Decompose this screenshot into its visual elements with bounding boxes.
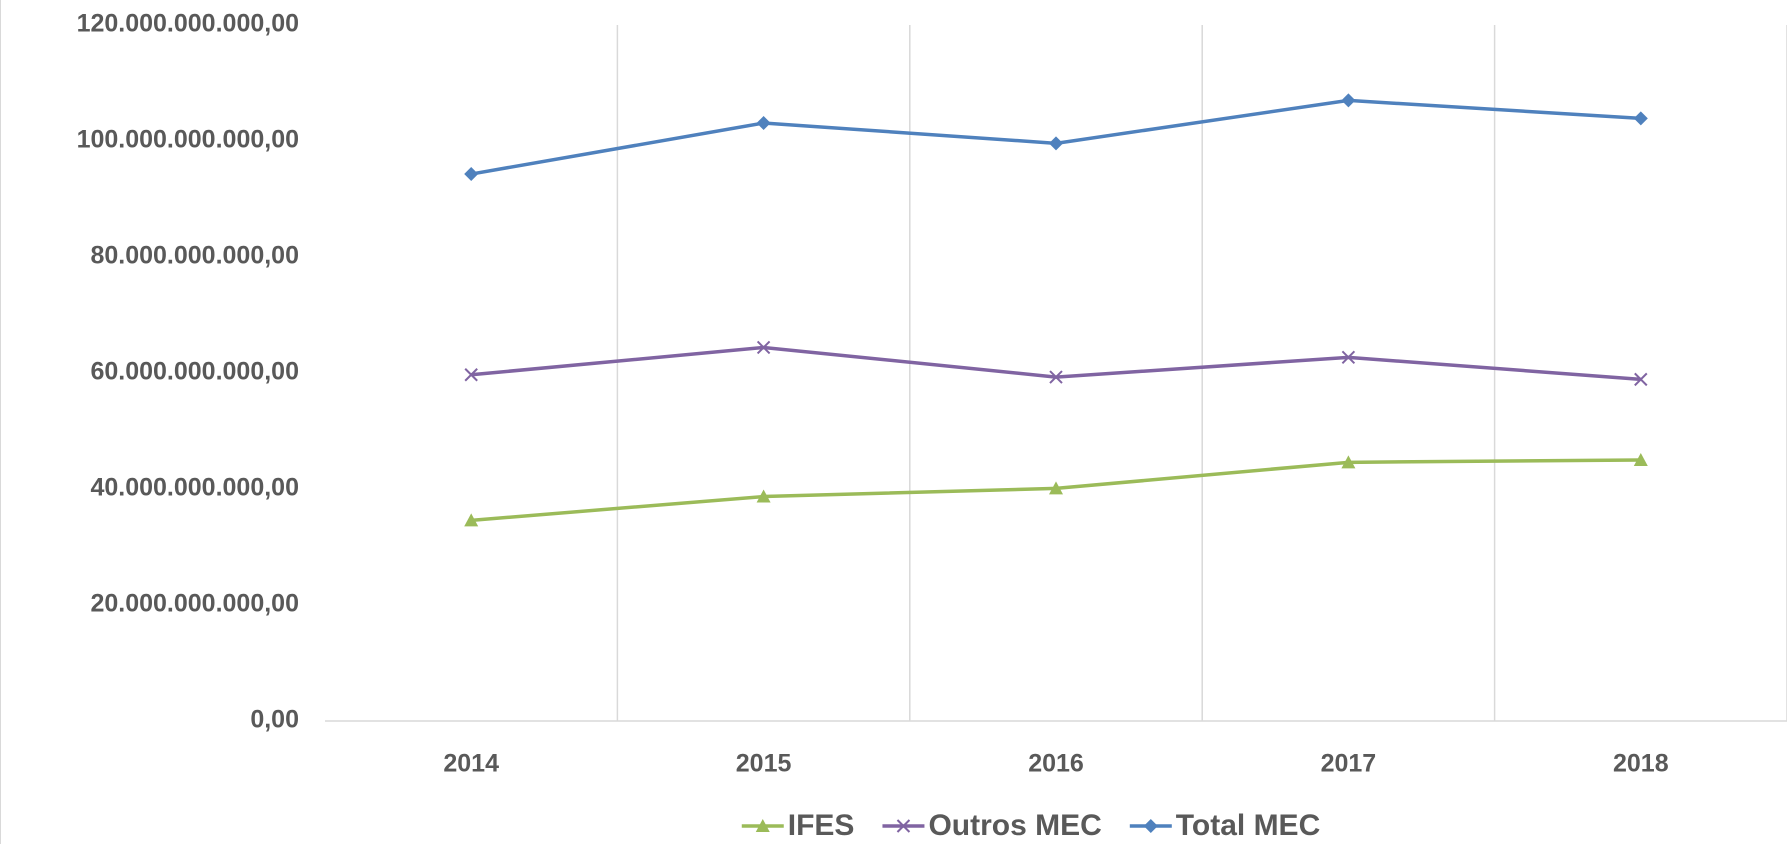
x-tick-label: 2018 (1613, 750, 1669, 778)
y-tick-label: 60.000.000.000,00 (90, 358, 299, 386)
marker (1633, 453, 1648, 466)
legend: IFES Outros MEC Total MEC (741, 809, 1320, 842)
x-tick-label: 2017 (1321, 750, 1377, 778)
marker (1633, 111, 1648, 126)
marker (464, 513, 479, 527)
marker (756, 116, 771, 131)
y-tick-label: 100.000.000.000,00 (77, 126, 299, 154)
y-tick-label: 20.000.000.000,00 (90, 590, 299, 618)
legend-label: Total MEC (1176, 809, 1320, 842)
x-tick-label: 2014 (443, 750, 499, 778)
x-tick-label: 2015 (736, 750, 792, 778)
marker (755, 819, 770, 832)
marker (756, 489, 771, 503)
legend-label: IFES (788, 809, 855, 842)
marker (1341, 350, 1356, 365)
marker (756, 340, 771, 355)
marker (1634, 372, 1648, 387)
y-tick-label: 80.000.000.000,00 (90, 242, 299, 270)
y-tick-label: 40.000.000.000,00 (90, 474, 299, 502)
marker (896, 819, 911, 833)
marker (1049, 370, 1063, 384)
legend-label: Outros MEC (928, 809, 1101, 842)
marker (1049, 136, 1063, 151)
y-tick-label: 0,00 (250, 706, 299, 734)
x-tick-label: 2016 (1028, 750, 1084, 778)
series-line (471, 345, 1641, 382)
y-tick-label: 120.000.000.000,00 (77, 10, 299, 38)
marker (1049, 481, 1063, 495)
marker (464, 167, 479, 182)
marker (1341, 455, 1356, 469)
marker (1341, 93, 1356, 108)
marker (1143, 819, 1158, 833)
marker (464, 368, 478, 382)
